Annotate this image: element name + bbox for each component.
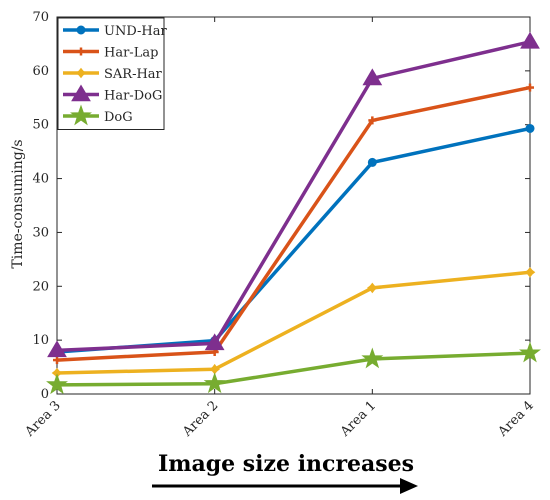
data-point: [203, 372, 226, 394]
y-tick-label: 50: [32, 118, 49, 133]
series-sar-har: [51, 266, 536, 379]
legend-marker: [77, 47, 85, 56]
series-line: [56, 126, 531, 354]
legend-marker: [76, 25, 86, 35]
series-dog: [46, 341, 541, 395]
legend: UND-Har Har-Lap SAR-Har Har-DoG DoG: [57, 17, 167, 130]
x-axis-label: Image size increases: [158, 451, 414, 477]
legend-marker: [75, 67, 87, 79]
legend-item: UND-Har: [63, 24, 167, 39]
series-line: [56, 270, 531, 375]
series-line: [56, 85, 531, 362]
data-point: [47, 340, 67, 358]
data-point: [368, 116, 377, 125]
data-point: [367, 157, 377, 167]
series-har-lap: [53, 83, 534, 365]
direction-arrow-icon: [152, 478, 418, 494]
legend-marker: [70, 104, 92, 126]
series-line: [56, 40, 531, 353]
y-tick-label: 40: [32, 172, 49, 187]
legend-item: Har-DoG: [63, 84, 162, 104]
x-tick-label: Area 3: [22, 398, 64, 440]
legend-label: SAR-Har: [104, 67, 163, 82]
y-tick-label: 10: [32, 333, 49, 348]
legend-item: DoG: [63, 104, 133, 126]
y-tick-label: 0: [41, 387, 49, 402]
data-point: [53, 356, 61, 365]
legend-label: DoG: [104, 110, 133, 125]
series-layer: [46, 31, 541, 395]
x-tick-label: Area 4: [495, 398, 537, 440]
legend-item: SAR-Har: [63, 67, 163, 82]
y-axis-label: Time-consuming/s: [10, 139, 26, 268]
legend-label: UND-Har: [104, 24, 167, 39]
data-point: [519, 341, 541, 363]
x-tick-label: Area 2: [179, 398, 221, 440]
y-tick-label: 30: [32, 225, 49, 240]
data-point: [367, 282, 378, 294]
data-point: [520, 31, 540, 49]
data-point: [204, 333, 225, 351]
series-line: [56, 351, 531, 387]
plot-area-border: [56, 16, 531, 395]
y-tick-label: 70: [32, 10, 49, 25]
y-tick-label: 60: [32, 64, 49, 79]
data-point: [362, 68, 383, 86]
data-point: [361, 347, 384, 369]
data-point: [524, 266, 536, 278]
series-har-dog: [47, 31, 540, 358]
legend-label: Har-Lap: [104, 46, 158, 61]
axes-frame: [56, 16, 531, 395]
data-point: [525, 123, 535, 133]
x-tick-label: Area 1: [337, 398, 379, 440]
legend-item: Har-Lap: [63, 46, 158, 61]
y-tick-label: 20: [32, 279, 49, 294]
legend-label: Har-DoG: [104, 89, 162, 104]
data-point: [46, 373, 68, 395]
legend-marker: [71, 84, 91, 102]
series-und-har: [52, 123, 535, 357]
data-point: [526, 83, 534, 92]
